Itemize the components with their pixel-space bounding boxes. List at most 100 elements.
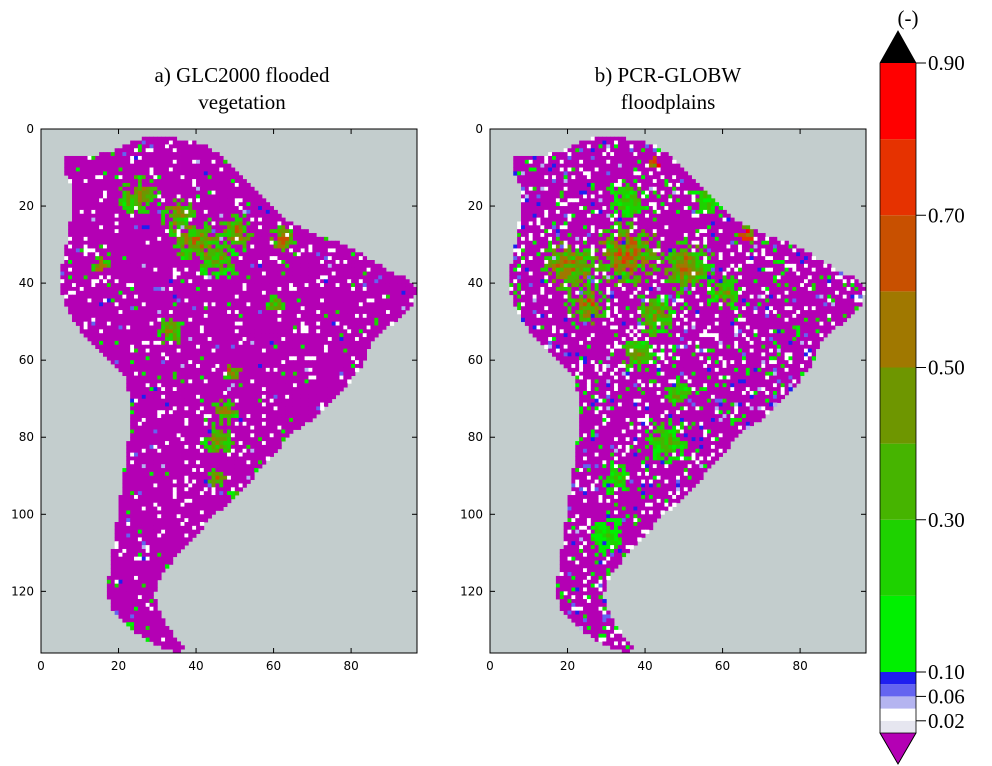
heatmap-cell — [137, 267, 143, 272]
heatmap-cell — [114, 310, 119, 315]
heatmap-cell — [122, 194, 127, 199]
heatmap-cell — [141, 186, 147, 192]
heatmap-cell — [323, 352, 329, 357]
heatmap-cell — [83, 240, 88, 245]
heatmap-cell — [358, 333, 364, 338]
heatmap-cell — [141, 387, 147, 392]
heatmap-cell — [300, 256, 305, 261]
heatmap-cell — [393, 294, 399, 299]
heatmap-cell — [343, 260, 348, 265]
heatmap-cell — [172, 256, 178, 261]
heatmap-cell — [176, 163, 181, 168]
heatmap-cell — [265, 236, 271, 242]
heatmap-cell — [149, 425, 154, 430]
heatmap-cell — [68, 167, 73, 172]
heatmap-cell — [99, 198, 104, 203]
heatmap-cell — [141, 182, 147, 188]
heatmap-cell — [382, 267, 387, 272]
heatmap-cell — [106, 290, 112, 296]
heatmap-cell — [258, 337, 263, 342]
heatmap-cell — [196, 202, 201, 207]
heatmap-cell — [68, 310, 73, 315]
heatmap-cell — [238, 298, 243, 303]
heatmap-cell — [196, 198, 201, 203]
heatmap-cell — [64, 271, 69, 276]
heatmap-cell — [134, 275, 139, 280]
heatmap-cell — [389, 306, 395, 311]
heatmap-cell — [304, 267, 309, 272]
heatmap-cell — [192, 286, 197, 292]
heatmap-cell — [172, 344, 178, 350]
heatmap-cell — [126, 179, 131, 184]
heatmap-cell — [312, 233, 317, 238]
heatmap-cell — [165, 356, 170, 361]
heatmap-cell — [75, 194, 81, 199]
heatmap-cell — [118, 225, 123, 230]
heatmap-cell — [199, 337, 205, 342]
heatmap-cell — [184, 406, 189, 411]
heatmap-cell — [118, 248, 123, 253]
heatmap-cell — [219, 294, 224, 299]
heatmap-cell — [199, 352, 205, 357]
heatmap-cell — [215, 329, 220, 334]
heatmap-cell — [137, 444, 143, 450]
heatmap-cell — [385, 310, 391, 315]
heatmap-cell — [223, 260, 228, 265]
heatmap-cell — [165, 182, 170, 188]
heatmap-cell — [75, 213, 81, 219]
heatmap-cell — [316, 410, 321, 415]
heatmap-cell — [203, 283, 209, 288]
heatmap-cell — [227, 279, 232, 284]
heatmap-cell — [176, 179, 181, 184]
heatmap-cell — [250, 375, 255, 380]
heatmap-cell — [289, 360, 294, 365]
heatmap-cell — [126, 217, 131, 222]
heatmap-cell — [351, 248, 356, 253]
heatmap-cell — [323, 340, 329, 346]
heatmap-cell — [168, 271, 174, 276]
heatmap-cell — [168, 159, 174, 165]
heatmap-cell — [203, 155, 209, 161]
heatmap-cell — [161, 310, 166, 315]
heatmap-cell — [103, 163, 108, 168]
heatmap-cell — [230, 186, 236, 192]
heatmap-cell — [153, 240, 158, 245]
heatmap-cell — [316, 306, 321, 311]
heatmap-cell — [242, 286, 247, 292]
heatmap-cell — [192, 337, 197, 342]
heatmap-cell — [99, 263, 104, 269]
heatmap-cell — [234, 425, 240, 430]
heatmap-cell — [196, 148, 201, 153]
heatmap-cell — [261, 302, 267, 307]
heatmap-cell — [258, 283, 263, 288]
heatmap-cell — [289, 429, 294, 434]
heatmap-cell — [184, 263, 189, 269]
heatmap-cell — [362, 313, 368, 319]
heatmap-cell — [91, 340, 96, 346]
heatmap-cell — [75, 286, 81, 292]
heatmap-cell — [79, 267, 85, 272]
heatmap-cell — [126, 337, 131, 342]
heatmap-cell — [161, 163, 166, 168]
heatmap-cell — [141, 425, 147, 430]
heatmap-cell — [99, 236, 104, 242]
heatmap-cell — [227, 190, 232, 195]
heatmap-cell — [141, 144, 147, 149]
heatmap-cell — [281, 321, 286, 326]
heatmap-cell — [203, 406, 209, 411]
heatmap-cell — [145, 414, 150, 419]
heatmap-cell — [312, 275, 317, 280]
heatmap-cell — [180, 367, 185, 373]
heatmap-cell — [153, 263, 158, 269]
heatmap-cell — [227, 229, 232, 234]
heatmap-cell — [188, 194, 193, 199]
heatmap-cell — [149, 267, 154, 272]
heatmap-cell — [273, 364, 278, 369]
heatmap-cell — [331, 252, 336, 257]
heatmap-cell — [199, 155, 205, 161]
heatmap-cell — [281, 225, 286, 230]
heatmap-cell — [199, 340, 205, 346]
heatmap-cell — [347, 364, 352, 369]
heatmap-cell — [292, 356, 298, 361]
heatmap-cell — [258, 417, 263, 423]
